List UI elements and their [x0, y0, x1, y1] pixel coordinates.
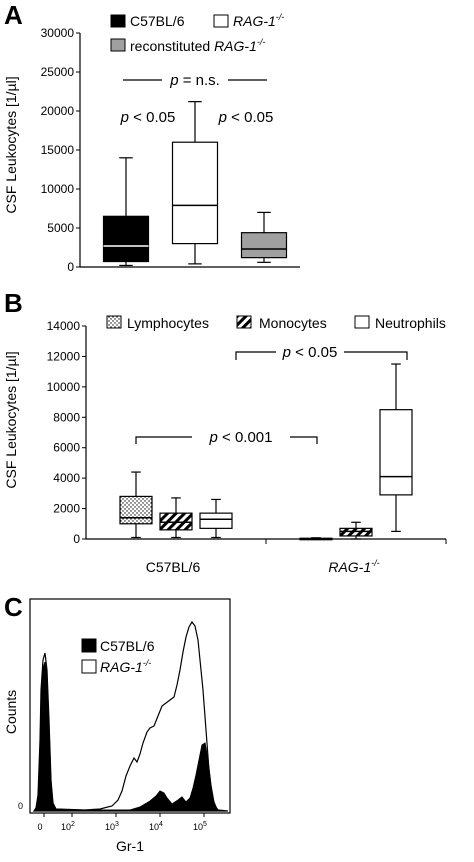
legend-label-c-rag1: RAG-1-/-: [100, 658, 151, 675]
panel-b-ytick-label: 8000: [53, 410, 80, 424]
annotation-p1: p < 0.05: [120, 109, 176, 126]
panel-b-ytick-label: 0: [73, 532, 80, 546]
panel-a-ytick-label: 30000: [41, 26, 75, 40]
panel-c-ylabel: Counts: [3, 690, 19, 734]
panel-b-ytick-label: 14000: [47, 319, 81, 333]
panel-c-xtick-label: 102: [61, 821, 75, 832]
panel-b-box-lymphocytes-1-box: [119, 495, 153, 525]
annotation-b-p1: p < 0.001: [209, 429, 273, 446]
panel-a-ytick-label: 15000: [41, 143, 75, 157]
legend-label-c57bl6: C57BL/6: [130, 13, 185, 29]
panel-c-xtick-label: 0: [37, 822, 42, 832]
panel-c-xtick-label: 103: [105, 821, 119, 832]
annotation-b-p2: p < 0.05: [282, 344, 338, 361]
panel-b-ylabel: CSF Leukocytes [1/µl]: [3, 351, 19, 488]
panel-b-chart: CSF Leukocytes [1/µl] 0 2000 4000 6000 8000 1…: [3, 315, 447, 575]
legend-swatch-c57bl6: [110, 14, 126, 28]
panel-b-ytick-label: 12000: [47, 349, 81, 363]
panel-a-ytick-label: 25000: [41, 65, 75, 79]
panel-a-box-3-box: [240, 232, 288, 259]
legend-swatch-monocytes: [236, 315, 252, 329]
legend-swatch-neutrophils: [354, 315, 370, 329]
legend-label-reconstituted: reconstituted RAG-1-/-: [130, 37, 265, 54]
annotation-p-ns: p = n.s.: [169, 72, 220, 89]
panel-b-box-monocytes-2-box: [339, 527, 373, 537]
legend-swatch-reconstituted: [110, 38, 126, 52]
legend-label-lymphocytes: Lymphocytes: [127, 315, 209, 331]
panel-b-ytick-label: 2000: [53, 502, 80, 516]
panel-b-box-neutrophils-1-box: [199, 512, 233, 529]
legend-swatch-rag1: [213, 14, 229, 28]
panel-a-ytick-label: 10000: [41, 182, 75, 196]
panel-letter-a: A: [4, 0, 23, 30]
legend-label-monocytes: Monocytes: [259, 315, 327, 331]
panel-a-ytick-label: 0: [67, 260, 74, 274]
legend-label-rag1: RAG-1-/-: [233, 12, 284, 29]
category-label-c57bl6: C57BL/6: [146, 559, 201, 575]
legend-swatch-lymphocytes: [106, 315, 122, 329]
panel-b-ytick-label: 10000: [47, 380, 81, 394]
panel-a-box-1-box: [102, 215, 150, 263]
legend-swatch-c-c57bl6: [81, 638, 97, 653]
panel-c-xlabel: Gr-1: [116, 838, 144, 854]
panel-c-xtick-label: 104: [149, 821, 163, 832]
histogram-c57bl6: [33, 661, 222, 812]
panel-a-ytick-label: 20000: [41, 104, 75, 118]
panel-b-box-monocytes-1-box: [159, 512, 193, 531]
panel-c-histogram: Counts 0 C57BL/6 RAG-1-/- 0 102 103 104 105 …: [3, 598, 231, 854]
panel-a-ylabel: CSF Leukocytes [1/µl]: [3, 76, 19, 213]
bracket-p0001: [135, 436, 318, 444]
panel-letter-c: C: [4, 592, 23, 622]
legend-swatch-c-rag1: [81, 659, 97, 674]
panel-b-ytick-label: 6000: [53, 441, 80, 455]
panel-a-chart: CSF Leukocytes [1/µl] 0 5000 10000 15000 200…: [3, 12, 300, 274]
y-zero-label: 0: [18, 801, 23, 811]
category-label-rag1: RAG-1-/-: [328, 558, 379, 575]
panel-c-xtick-label: 105: [193, 821, 207, 832]
panel-a-ytick-label: 5000: [47, 221, 74, 235]
legend-label-neutrophils: Neutrophils: [375, 315, 446, 331]
panel-a-box-2-box: [171, 141, 219, 245]
panel-b-ytick-label: 4000: [53, 471, 80, 485]
panel-letter-b: B: [4, 288, 23, 318]
panel-b-box-neutrophils-2-box: [379, 409, 413, 496]
annotation-p2: p < 0.05: [218, 109, 274, 126]
bracket-p005: [235, 351, 408, 360]
legend-label-c-c57bl6: C57BL/6: [100, 638, 155, 654]
